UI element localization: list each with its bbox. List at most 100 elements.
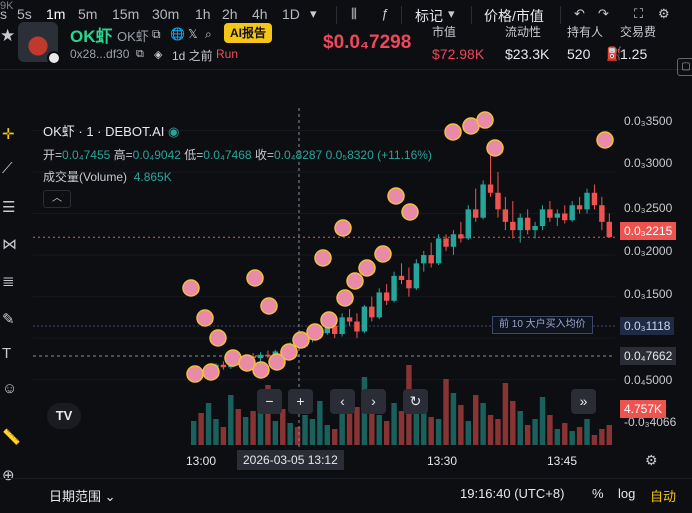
zoom-icon[interactable]: ⊕ [2, 467, 15, 484]
volume-bar [242, 417, 249, 445]
timeframe-1m[interactable]: 1m [46, 6, 66, 22]
settings-icon[interactable]: ⚙ [658, 6, 670, 21]
log-toggle[interactable]: log [618, 486, 636, 501]
scroll-left-button[interactable]: ‹ [330, 389, 355, 414]
candlestick-chart[interactable] [33, 108, 615, 473]
volume-bar [250, 411, 256, 445]
price-tick: 0.0₄5000 [624, 373, 673, 387]
candle-body [487, 184, 494, 193]
token-name: OK虾 [117, 29, 149, 44]
crosshair-icon[interactable]: ✛ [2, 126, 15, 143]
timeframe-5s[interactable]: 5s [17, 6, 32, 22]
candle-body [473, 209, 479, 218]
percent-toggle[interactable]: % [592, 486, 604, 501]
market-cap-label: 市值 [432, 25, 457, 39]
zoom-in-button[interactable]: + [288, 389, 313, 414]
close-value: 0.0₄8287 [273, 148, 323, 162]
live-dot-icon: ◉ [167, 124, 180, 139]
twitter-icon[interactable]: ◈ [154, 49, 163, 61]
brush-icon[interactable]: ✎ [2, 311, 15, 328]
scroll-to-latest-button[interactable]: » [571, 389, 596, 414]
timeframe-1d[interactable]: 1D [282, 6, 300, 22]
indicator-icon[interactable]: ƒ [381, 6, 389, 21]
candle-body [539, 209, 546, 226]
candle-body [554, 213, 561, 218]
volume-bar [480, 403, 486, 445]
candle-body [354, 321, 360, 332]
trader-avatar-marker [209, 329, 227, 347]
price-mcap-toggle[interactable]: 价格/市值 [484, 8, 544, 24]
candle-body [524, 217, 531, 231]
undo-icon[interactable]: ↶ [574, 6, 585, 21]
volume-bar [272, 421, 279, 445]
globe-icon[interactable]: 🌐 [170, 27, 185, 41]
volume-readout: 成交量(Volume) 4.865K [43, 168, 172, 185]
candle-body [480, 184, 486, 218]
open-label: 开= [43, 148, 63, 162]
fee-label: 交易费 [620, 25, 657, 39]
candle-body [517, 217, 523, 231]
candle-body [391, 275, 397, 301]
candle-type-icon[interactable]: ⫼ [351, 6, 357, 21]
legend-collapse-button[interactable]: ︿ [43, 190, 71, 208]
scroll-right-button[interactable]: › [361, 389, 386, 414]
timeframe-2h[interactable]: 2h [222, 6, 238, 22]
timeframe-dropdown-icon[interactable]: ▾ [310, 6, 317, 21]
tradingview-logo[interactable]: TV [47, 403, 81, 429]
volume-bar [220, 427, 227, 445]
text-icon[interactable]: T [2, 345, 12, 362]
star-icon[interactable]: ★ [0, 26, 16, 45]
change-value: 0.0₅8320 (+11.16%) [325, 148, 432, 162]
price-tick: -0.0₃4066 [624, 415, 677, 429]
copy-address-icon[interactable]: ⧉ [136, 48, 144, 60]
marks-button[interactable]: 标记 [415, 8, 443, 24]
ruler-icon[interactable]: 📏 [2, 429, 21, 446]
candle-body [532, 226, 538, 231]
timeframe-15m[interactable]: 15m [112, 6, 140, 22]
marks-dropdown-icon[interactable]: ▾ [448, 6, 455, 21]
auto-toggle[interactable]: 自动 [650, 489, 677, 504]
volume-bar [591, 435, 598, 445]
horizontal-lines-icon[interactable]: ☰ [2, 199, 16, 216]
copy-icon[interactable]: ⧉ [152, 27, 161, 41]
emoji-icon[interactable]: ☺ [2, 380, 18, 397]
search-icon[interactable]: ⌕ [205, 27, 212, 41]
panel-toggle-button[interactable]: ▢ [677, 58, 692, 76]
volume-bar [265, 385, 271, 445]
axis-settings-icon[interactable]: ⚙ [645, 452, 658, 468]
timeframe-30m[interactable]: 30m [152, 6, 180, 22]
redo-icon[interactable]: ↷ [598, 6, 609, 21]
volume-bar [606, 425, 612, 445]
timeframe-1h[interactable]: 1h [195, 6, 211, 22]
timeframe-s[interactable]: s [0, 6, 7, 22]
chart-area[interactable] [33, 108, 615, 473]
volume-bar [428, 417, 434, 445]
trader-avatar-marker [486, 139, 504, 157]
volume-bar [376, 415, 382, 445]
trendline-icon[interactable]: ⟋ [2, 160, 13, 177]
fib-icon[interactable]: ≣ [2, 273, 15, 290]
volume-bar [510, 401, 516, 445]
x-icon[interactable]: 𝕏 [188, 27, 198, 41]
volume-bar [524, 425, 531, 445]
volume-bar [302, 415, 308, 445]
zoom-out-button[interactable]: − [257, 389, 282, 414]
avg-price-label: 0.0₃1118 [620, 317, 675, 335]
volume-bar [346, 393, 353, 445]
fullscreen-icon[interactable]: ⛶ [634, 6, 644, 21]
network-icon[interactable]: ⋈ [2, 236, 17, 253]
volume-bar [205, 403, 212, 445]
timeframe-4h[interactable]: 4h [252, 6, 268, 22]
price-tick: 0.0₃2000 [624, 244, 673, 258]
ai-report-button[interactable]: AI报告 [224, 23, 273, 43]
price-tick: 0.0₃1500 [624, 287, 673, 301]
trader-avatar-marker [387, 187, 405, 205]
run-link[interactable]: Run [216, 47, 239, 61]
date-range-dropdown[interactable]: 日期范围 ⌄ [49, 486, 116, 505]
token-header [0, 0, 692, 70]
timeframe-5m[interactable]: 5m [78, 6, 98, 22]
reset-chart-button[interactable]: ↻ [403, 389, 428, 414]
contract-address[interactable]: 0x28...df30 [70, 47, 130, 61]
trader-avatar-marker [306, 323, 324, 341]
volume-bar [562, 423, 568, 445]
